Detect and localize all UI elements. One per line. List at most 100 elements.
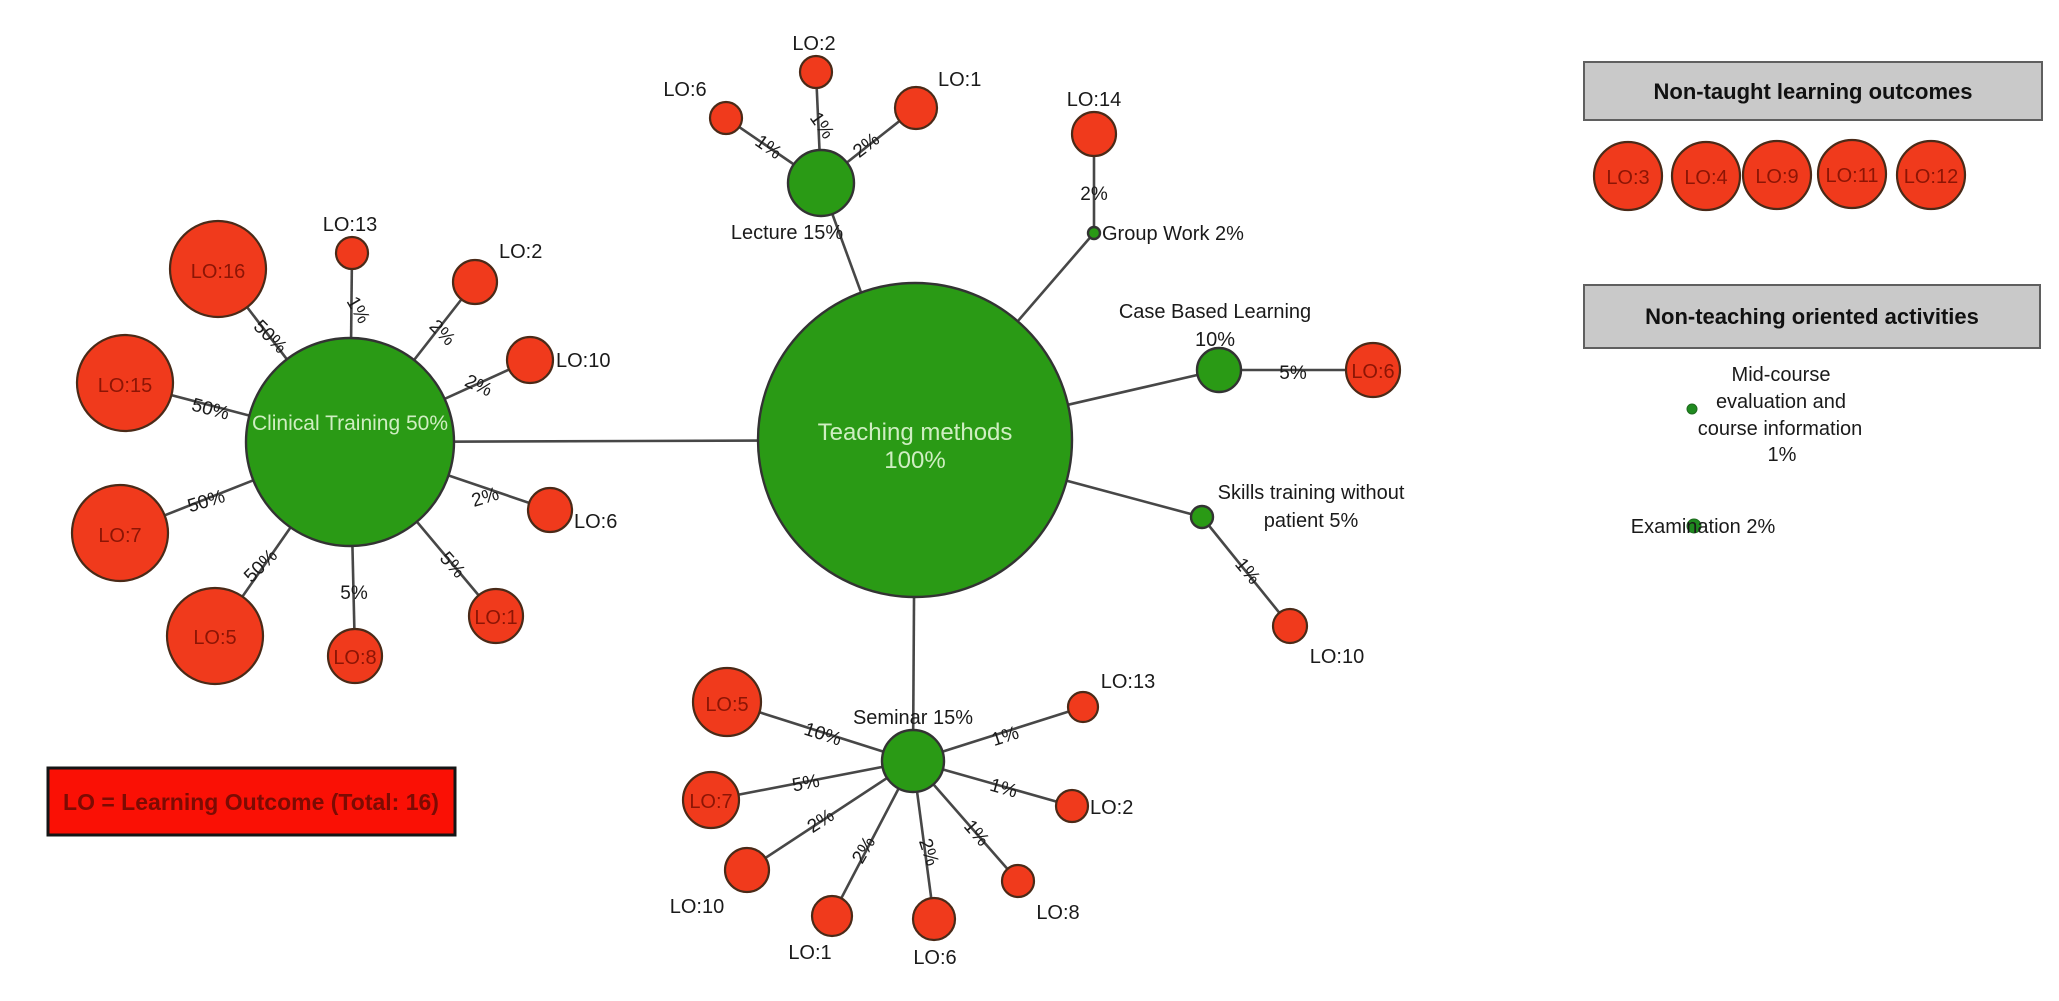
clinical-lo6-label: LO:6 xyxy=(574,511,617,533)
seminar-lo7-label: LO:7 xyxy=(689,791,732,813)
nontaught-lo9-label: LO:9 xyxy=(1755,166,1798,188)
node-seminar-lo2 xyxy=(1054,788,1090,824)
node-lecture-lo1 xyxy=(893,85,939,131)
edge-skills-lo10 xyxy=(1200,516,1292,627)
casebased-lo6-label: LO:6 xyxy=(1351,361,1394,383)
groupwork-lo14-pct: 2% xyxy=(1080,184,1108,205)
nodes xyxy=(70,54,1402,942)
clinical-lo5-pct: 50% xyxy=(240,545,282,587)
node-nontaught-lo12 xyxy=(1895,139,1967,211)
node-clinical-lo13 xyxy=(334,235,370,271)
node-clinical-lo16 xyxy=(168,219,268,319)
lecture-lo6-label: LO:6 xyxy=(663,79,706,101)
lecture-label: Lecture 15% xyxy=(731,222,844,244)
node-nontaught-lo9 xyxy=(1741,139,1813,211)
clinical-lo5-label: LO:5 xyxy=(193,627,236,649)
clinical-lo13-pct: 1% xyxy=(342,293,374,327)
note-text: LO = Learning Outcome (Total: 16) xyxy=(63,789,439,815)
seminar-lo5-pct: 10% xyxy=(801,719,844,751)
clinical-lo8-pct: 5% xyxy=(340,583,368,604)
node-lecture xyxy=(786,148,856,218)
node-teaching-methods xyxy=(756,281,1074,599)
case-based-label-line2: 10% xyxy=(1195,329,1235,351)
clinical-lo8-label: LO:8 xyxy=(333,647,376,669)
non-taught-title: Non-taught learning outcomes xyxy=(1654,79,1973,104)
node-group-work xyxy=(1086,225,1102,241)
clinical-lo7-label: LO:7 xyxy=(98,525,141,547)
node-clinical-lo7 xyxy=(70,483,170,583)
seminar-lo7-pct: 5% xyxy=(790,771,821,797)
node-groupwork-lo14 xyxy=(1070,110,1118,158)
midcourse-dot-icon xyxy=(1686,403,1698,415)
clinical-lo10-label: LO:10 xyxy=(556,350,610,372)
examination-dot-icon xyxy=(1686,518,1702,534)
clinical-lo13-label: LO:13 xyxy=(323,214,377,236)
clinical-lo7-pct: 50% xyxy=(185,486,228,517)
clinical-lo1-label: LO:1 xyxy=(474,607,517,629)
clinical-lo6-pct: 2% xyxy=(469,484,502,512)
node-case-based-learning xyxy=(1195,346,1243,394)
skills-label-line2: patient 5% xyxy=(1264,510,1359,532)
seminar-lo13-label: LO:13 xyxy=(1101,671,1155,693)
node-seminar-lo6 xyxy=(911,896,957,942)
node-skills-training xyxy=(1189,504,1215,530)
seminar-lo10-label: LO:10 xyxy=(670,896,724,918)
seminar-label: Seminar 15% xyxy=(853,707,973,729)
seminar-lo2-label: LO:2 xyxy=(1090,797,1133,819)
seminar-lo10-pct: 2% xyxy=(804,805,839,838)
seminar-lo6-pct: 2% xyxy=(914,836,942,869)
node-nontaught-lo4 xyxy=(1670,140,1742,212)
casebased-lo6-pct: 5% xyxy=(1279,363,1307,384)
midcourse-line3: course information xyxy=(1698,418,1863,440)
edge-seminar-lo7 xyxy=(710,759,914,802)
groupwork-lo14-label: LO:14 xyxy=(1067,89,1121,111)
node-lecture-lo2 xyxy=(798,54,834,90)
node-lecture-lo6 xyxy=(708,100,744,136)
node-skills-lo10 xyxy=(1271,607,1309,645)
node-seminar-lo5 xyxy=(691,666,763,738)
non-taught-title-box xyxy=(1583,61,2043,121)
clinical-lo15-pct: 50% xyxy=(189,395,231,425)
node-clinical-lo10 xyxy=(505,335,555,385)
seminar-lo1-pct: 2% xyxy=(848,833,880,867)
group-work-label: Group Work 2% xyxy=(1102,223,1244,245)
node-seminar-lo10 xyxy=(723,846,771,894)
skills-lo10-label: LO:10 xyxy=(1310,646,1364,668)
clinical-lo2-pct: 2% xyxy=(425,316,459,350)
node-seminar-lo8 xyxy=(1000,863,1036,899)
examination-label: Examination 2% xyxy=(1631,516,1776,538)
midcourse-line2: evaluation and xyxy=(1716,391,1846,413)
seminar-lo8-label: LO:8 xyxy=(1036,902,1079,924)
clinical-training-label: Clinical Training 50% xyxy=(252,412,448,435)
nontaught-lo11-label: LO:11 xyxy=(1826,165,1879,187)
non-teaching-title: Non-teaching oriented activities xyxy=(1645,304,1979,329)
skills-label-line1: Skills training without xyxy=(1218,482,1405,504)
seminar-lo5-label: LO:5 xyxy=(705,694,748,716)
lecture-lo6-pct: 1% xyxy=(751,131,786,164)
nontaught-lo12-label: LO:12 xyxy=(1904,166,1958,188)
node-nontaught-lo11 xyxy=(1816,138,1888,210)
clinical-lo16-label: LO:16 xyxy=(191,261,245,283)
node-nontaught-lo3 xyxy=(1592,140,1664,212)
midcourse-line1: Mid-course xyxy=(1732,364,1831,386)
legend-non-teaching: Non-teaching oriented activities Mid-cou… xyxy=(1583,284,2041,538)
clinical-lo15-label: LO:15 xyxy=(98,375,152,397)
edge-seminar-lo10 xyxy=(746,759,914,872)
teaching-methods-label-line1: Teaching methods xyxy=(818,419,1013,446)
node-casebased-lo6 xyxy=(1344,341,1402,399)
note-box xyxy=(46,766,457,837)
seminar-lo1-label: LO:1 xyxy=(788,942,831,964)
legend-non-taught: Non-taught learning outcomes LO:3 LO:4 L… xyxy=(1583,61,2043,212)
seminar-lo6-label: LO:6 xyxy=(913,947,956,969)
clinical-lo16-pct: 50% xyxy=(249,316,291,358)
node-clinical-lo5 xyxy=(165,586,265,686)
lecture-lo2-pct: 1% xyxy=(805,109,838,144)
node-clinical-lo8 xyxy=(326,627,384,685)
note: LO = Learning Outcome (Total: 16) xyxy=(46,766,457,837)
node-seminar xyxy=(880,728,946,794)
node-clinical-lo6 xyxy=(526,486,574,534)
case-based-label-line1: Case Based Learning xyxy=(1119,301,1311,323)
nontaught-lo3-label: LO:3 xyxy=(1606,167,1649,189)
